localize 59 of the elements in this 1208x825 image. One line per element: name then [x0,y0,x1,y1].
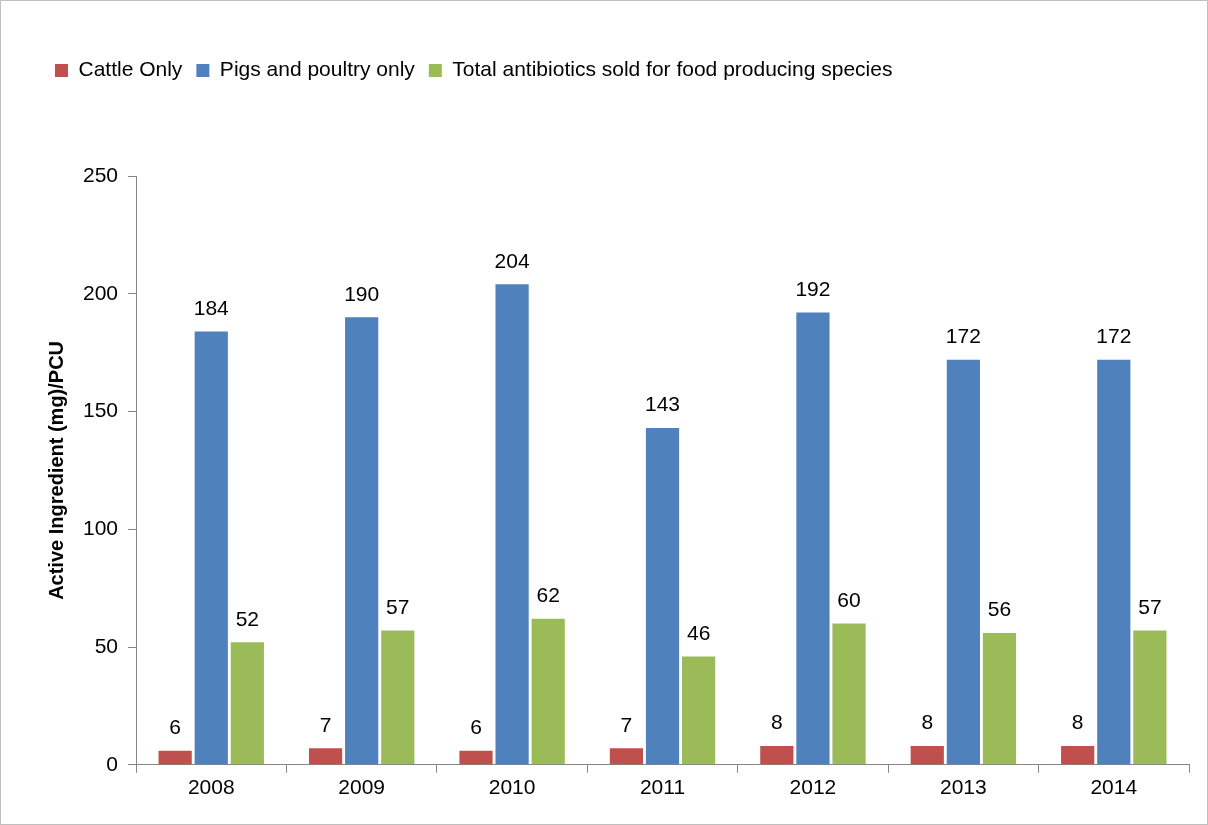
x-tick-label: 2009 [338,775,386,799]
bar [230,642,264,765]
data-label: 172 [945,324,981,347]
bar [832,623,866,765]
y-tick-label: 50 [94,633,119,657]
y-tick-label: 250 [82,162,119,186]
bar [531,618,565,765]
bar [194,331,228,765]
bar [1133,630,1167,765]
bar [381,630,415,765]
data-label: 62 [536,583,560,607]
data-label: 190 [344,281,380,305]
data-label: 204 [494,248,530,272]
x-tick-label: 2011 [639,775,686,799]
x-tick-label: 2014 [1090,775,1138,799]
bar [910,745,944,765]
bar [495,284,529,765]
bar [158,750,192,765]
bar [308,748,343,765]
y-tick-label: 0 [106,751,119,775]
bar [459,750,493,765]
data-label: 172 [1096,324,1132,347]
y-tick-label: 150 [82,398,119,422]
bar [645,428,680,765]
legend-label: Pigs and poultry only [219,57,416,81]
bar [760,745,794,765]
x-tick-label: 2012 [789,775,837,799]
y-axis-title: Active Ingredient (mg)/PCU [44,340,67,600]
data-label: 57 [386,594,410,618]
data-label: 7 [319,712,332,736]
bar [946,359,980,765]
bar [1097,359,1131,765]
bar [345,317,379,765]
data-label: 192 [795,276,831,300]
data-label: 52 [235,606,260,630]
data-label: 57 [1138,594,1162,618]
data-label: 46 [686,620,711,644]
data-label: 60 [837,587,861,611]
data-label: 8 [771,710,783,734]
x-tick-label: 2013 [940,775,987,799]
bar [1061,745,1095,765]
legend-label: Total antibiotics sold for food producing species [452,57,893,81]
bar [796,312,830,765]
data-label: 7 [620,712,633,736]
legend-label: Cattle Only [78,57,183,81]
data-label: 56 [987,597,1012,621]
bar [609,748,644,765]
y-tick-label: 100 [82,516,119,540]
data-label: 184 [193,295,230,319]
bar [982,632,1017,765]
data-label: 6 [470,714,482,738]
bar [682,656,716,765]
data-label: 6 [169,714,181,738]
y-tick-label: 200 [82,280,119,304]
x-tick-label: 2010 [488,775,536,799]
x-tick-label: 2008 [187,775,235,799]
data-label: 143 [645,392,681,416]
data-label: 8 [921,710,934,734]
data-label: 8 [1071,710,1084,734]
